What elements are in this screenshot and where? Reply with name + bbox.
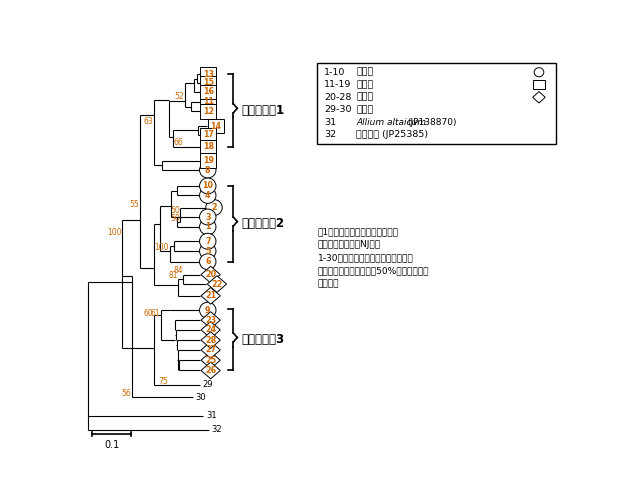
Text: 26: 26: [205, 366, 216, 375]
Polygon shape: [201, 341, 221, 358]
Text: 28: 28: [205, 336, 216, 344]
Text: クラスター2: クラスター2: [241, 217, 284, 230]
Text: 15: 15: [202, 78, 214, 88]
Text: 九条群: 九条群: [356, 93, 374, 102]
Ellipse shape: [534, 68, 544, 77]
Polygon shape: [201, 322, 221, 338]
Text: 24: 24: [205, 325, 216, 335]
Text: 100: 100: [155, 243, 169, 252]
Text: 0.1: 0.1: [104, 440, 119, 450]
Text: タマネギ (JP25385): タマネギ (JP25385): [356, 130, 429, 139]
Text: 50: 50: [170, 207, 180, 215]
Text: 12: 12: [202, 107, 214, 116]
Text: 75: 75: [158, 376, 168, 386]
Text: (JP138870): (JP138870): [407, 118, 457, 127]
Ellipse shape: [199, 178, 216, 194]
Bar: [200, 67, 216, 81]
Text: クラスター3: クラスター3: [241, 333, 284, 346]
Ellipse shape: [199, 209, 216, 225]
Polygon shape: [201, 362, 221, 379]
Polygon shape: [533, 92, 545, 103]
Bar: [200, 85, 216, 99]
Text: 21: 21: [205, 291, 216, 300]
FancyBboxPatch shape: [317, 63, 556, 144]
Text: 66: 66: [174, 138, 184, 147]
Text: 1-10: 1-10: [324, 68, 346, 77]
Text: 16: 16: [202, 88, 214, 96]
Ellipse shape: [199, 302, 216, 318]
Bar: [200, 127, 216, 142]
Bar: [200, 104, 216, 119]
Text: 55: 55: [130, 200, 139, 209]
Text: 29: 29: [202, 380, 212, 389]
Text: 9: 9: [205, 306, 211, 315]
Text: 81: 81: [168, 271, 178, 280]
Bar: [207, 119, 224, 133]
Text: 52: 52: [174, 92, 184, 101]
Text: 3: 3: [205, 213, 211, 221]
Text: 13: 13: [202, 70, 214, 79]
Text: 30: 30: [195, 393, 206, 402]
Bar: [200, 140, 216, 154]
Polygon shape: [207, 276, 227, 292]
Ellipse shape: [199, 162, 216, 178]
Ellipse shape: [199, 233, 216, 249]
Text: 32: 32: [324, 130, 336, 139]
Text: 60: 60: [144, 309, 154, 318]
Polygon shape: [201, 287, 221, 304]
Text: 61: 61: [151, 309, 161, 318]
Text: 17: 17: [202, 130, 214, 139]
Polygon shape: [201, 352, 221, 369]
Bar: [200, 94, 216, 109]
Text: Allium altaicum: Allium altaicum: [356, 118, 427, 127]
Ellipse shape: [199, 219, 216, 235]
Text: 10: 10: [202, 182, 213, 190]
Text: 8: 8: [205, 165, 211, 175]
Text: 25: 25: [205, 356, 216, 365]
Ellipse shape: [199, 187, 216, 203]
Text: 32: 32: [212, 425, 222, 434]
Text: 27: 27: [205, 345, 216, 355]
Text: 11-19: 11-19: [324, 80, 351, 89]
Ellipse shape: [206, 200, 222, 215]
Text: 19: 19: [202, 156, 214, 165]
Bar: [200, 76, 216, 90]
Text: 50: 50: [170, 214, 180, 223]
Text: 加賀群: 加賀群: [356, 68, 374, 77]
Text: 1: 1: [205, 222, 211, 231]
Text: 56: 56: [121, 389, 131, 398]
Text: 84: 84: [173, 266, 183, 276]
Text: クラスター1: クラスター1: [241, 104, 284, 117]
Text: 図1．各品種の遺伝距離に基づく
クラスター分析（NJ法）
1-30の品種番号は表１に対応する．
ブートストラップ値は、50%以上のものを
示した．: 図1．各品種の遺伝距離に基づく クラスター分析（NJ法） 1-30の品種番号は表…: [318, 228, 429, 288]
Text: 20-28: 20-28: [324, 93, 351, 102]
Ellipse shape: [199, 243, 216, 259]
Text: 7: 7: [205, 237, 211, 246]
Text: 29-30: 29-30: [324, 105, 351, 114]
Text: 100: 100: [107, 228, 122, 237]
Bar: [533, 80, 545, 90]
Text: 23: 23: [205, 315, 216, 325]
Text: 4: 4: [205, 191, 211, 200]
Ellipse shape: [199, 254, 216, 270]
Text: 2: 2: [211, 203, 217, 212]
Text: 31: 31: [324, 118, 336, 127]
Polygon shape: [201, 266, 221, 283]
Text: 千住群: 千住群: [356, 80, 374, 89]
Text: 6: 6: [205, 257, 211, 266]
Text: 14: 14: [211, 122, 221, 130]
Text: 5: 5: [205, 246, 211, 256]
Polygon shape: [201, 312, 221, 328]
Text: 31: 31: [206, 411, 216, 420]
Text: 11: 11: [202, 97, 214, 106]
Text: その他: その他: [356, 105, 374, 114]
Text: 63: 63: [144, 117, 154, 126]
Text: 20: 20: [205, 270, 216, 279]
Bar: [200, 154, 216, 168]
Polygon shape: [201, 332, 221, 348]
Text: 18: 18: [202, 142, 214, 152]
Text: 22: 22: [211, 279, 222, 289]
